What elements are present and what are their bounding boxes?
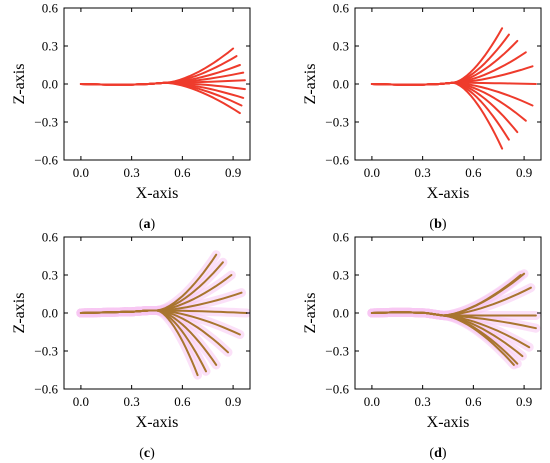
y-tick-label: 0.6 — [333, 230, 350, 245]
series-line — [370, 33, 510, 86]
series-line — [79, 309, 199, 377]
y-tick-label: 0.0 — [333, 77, 349, 92]
x-axis-title: X-axis — [136, 185, 179, 202]
x-tick-label: 0.0 — [73, 165, 89, 180]
x-tick-label: 0.6 — [174, 394, 191, 409]
plot-area — [367, 269, 541, 370]
y-tick-label: 0.0 — [42, 306, 58, 321]
x-tick-label: 0.0 — [364, 394, 380, 409]
series-line — [370, 39, 519, 86]
x-tick-label: 0.3 — [124, 394, 140, 409]
x-tick-label: 0.9 — [225, 394, 241, 409]
y-tick-label: −0.6 — [325, 382, 349, 397]
y-tick-label: 0.3 — [333, 268, 349, 283]
panel-label: (d) — [429, 446, 446, 461]
series-line — [79, 81, 241, 115]
y-tick-label: 0.6 — [42, 1, 59, 16]
y-tick-label: 0.0 — [333, 306, 349, 321]
panel-label-letter: b — [434, 217, 442, 232]
panel-label-open: ( — [139, 217, 144, 232]
x-tick-label: 0.0 — [73, 394, 89, 409]
y-tick-label: −0.3 — [325, 344, 349, 359]
x-tick-label: 0.9 — [516, 394, 532, 409]
panel-d: 0.0 0.3 0.6 0.9 0.6 0.3 0.0 −0.3 −0.6 X-axis Z-axi… — [302, 230, 542, 461]
panel-label: (b) — [429, 217, 446, 232]
y-tick-label: −0.3 — [34, 344, 58, 359]
panel-label-open: ( — [139, 446, 144, 461]
panel-label-close: ) — [150, 446, 155, 461]
panel-label: (c) — [139, 446, 155, 461]
y-tick-label: 0.3 — [42, 39, 58, 54]
x-tick-label: 0.0 — [364, 165, 380, 180]
y-axis-title: Z-axis — [302, 64, 319, 105]
x-axis-title: X-axis — [427, 414, 470, 431]
panel-a: 0.0 0.3 0.6 0.9 0.6 0.3 0.0 −0.3 −0.6 X-axis Z-axi… — [11, 1, 251, 232]
x-tick-label: 0.6 — [174, 165, 191, 180]
series-line — [370, 81, 504, 150]
y-tick-label: 0.3 — [42, 268, 58, 283]
x-tick-label: 0.9 — [516, 165, 532, 180]
x-tick-label: 0.3 — [415, 165, 431, 180]
x-axis-title: X-axis — [136, 414, 179, 431]
series-line — [370, 51, 527, 86]
plot-area — [79, 47, 246, 115]
x-tick-label: 0.6 — [465, 165, 482, 180]
x-axis-title: X-axis — [427, 185, 470, 202]
plot-area — [370, 27, 537, 150]
series-line — [370, 311, 515, 366]
y-tick-label: −0.6 — [34, 153, 58, 168]
panel-c: 0.0 0.3 0.6 0.9 0.6 0.3 0.0 −0.3 −0.6 X-axis Z-axi… — [11, 230, 251, 461]
panel-label-letter: a — [144, 217, 151, 232]
panel-label-letter: c — [144, 446, 150, 461]
series-line — [370, 81, 510, 141]
y-tick-label: −0.3 — [34, 115, 58, 130]
y-tick-label: −0.3 — [325, 115, 349, 130]
x-tick-label: 0.6 — [465, 394, 482, 409]
panel-b: 0.0 0.3 0.6 0.9 0.6 0.3 0.0 −0.3 −0.6 X-axis Z-axi… — [302, 1, 542, 232]
y-axis-title: Z-axis — [302, 293, 319, 334]
panel-label-close: ) — [151, 217, 156, 232]
series-line — [370, 81, 534, 107]
y-tick-label: 0.0 — [42, 77, 58, 92]
panel-label-close: ) — [442, 217, 447, 232]
x-tick-label: 0.9 — [225, 165, 241, 180]
x-tick-label: 0.3 — [124, 165, 140, 180]
panel-label-letter: d — [434, 446, 442, 461]
y-axis-title: Z-axis — [11, 293, 28, 334]
y-tick-label: 0.6 — [42, 230, 59, 245]
y-tick-label: −0.6 — [325, 153, 349, 168]
panel-label: (a) — [139, 217, 156, 232]
panel-label-close: ) — [442, 446, 447, 461]
y-tick-label: 0.3 — [333, 39, 349, 54]
y-tick-label: 0.6 — [333, 1, 350, 16]
panel-label-open: ( — [429, 217, 434, 232]
plot-area — [76, 250, 250, 380]
y-axis-title: Z-axis — [11, 64, 28, 105]
panel-label-open: ( — [429, 446, 434, 461]
x-tick-label: 0.3 — [415, 394, 431, 409]
y-tick-label: −0.6 — [34, 382, 58, 397]
series-line — [79, 55, 238, 86]
